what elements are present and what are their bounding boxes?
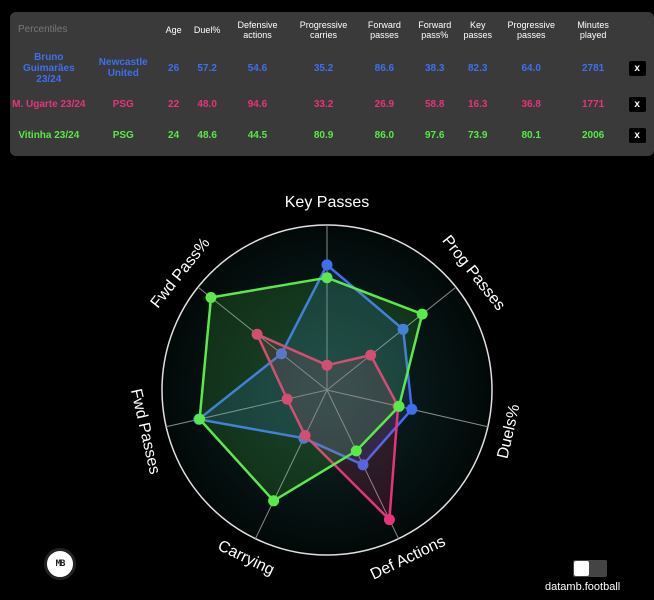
data-point xyxy=(321,259,333,271)
prog-carries-cell: 33.2 xyxy=(313,98,334,110)
player-name: Bruno Guimarães 23/24 xyxy=(22,51,75,85)
fwd-passes-cell: 86.6 xyxy=(374,62,395,74)
axis-label: Fwd Passes xyxy=(127,387,163,476)
radar-spoke xyxy=(254,389,328,539)
duel-pct-cell: 48.6 xyxy=(197,129,217,141)
data-point xyxy=(406,403,418,415)
prog-passes-cell: 80.1 xyxy=(521,129,541,141)
key-passes-cell: 16.3 xyxy=(467,98,488,110)
fwd-pass-pct-cell: 38.3 xyxy=(424,62,445,74)
table-row: Bruno Guimarães 23/24 Newcastle United 2… xyxy=(10,48,654,88)
data-point xyxy=(397,323,409,335)
team-name: PSG xyxy=(112,98,134,110)
remove-player-button[interactable]: x xyxy=(628,127,646,143)
fwd-pass-pct-cell: 58.8 xyxy=(424,98,445,110)
data-point xyxy=(393,400,405,412)
prog-passes-cell: 64.0 xyxy=(521,62,541,74)
toggle-knob xyxy=(574,561,589,576)
age-cell: 22 xyxy=(168,98,180,110)
table-row: M. Ugarte 23/24 PSG 22 48.0 94.6 33.2 26… xyxy=(10,88,654,120)
header-percentiles: Percentiles xyxy=(18,24,68,35)
data-point xyxy=(276,348,287,360)
data-point xyxy=(357,459,369,471)
fwd-passes-cell: 26.9 xyxy=(374,98,395,110)
radar-series xyxy=(193,259,428,526)
minutes-cell: 1771 xyxy=(581,98,605,110)
comparison-panel: Percentiles Age Duel% Defensive actions … xyxy=(10,12,654,156)
header-progressive-passes: Progressive passes xyxy=(507,20,555,40)
header-minutes-played: Minutes played xyxy=(577,20,609,40)
series-polygon xyxy=(255,333,400,521)
axis-label: Duels% xyxy=(495,403,524,461)
header-progressive-carries: Progressive carries xyxy=(299,20,348,40)
key-passes-cell: 73.9 xyxy=(467,129,488,141)
team-name: PSG xyxy=(112,129,134,141)
def-actions-cell: 94.6 xyxy=(247,98,268,110)
table-row: Vitinha 23/24 PSG 24 48.6 44.5 80.9 86.0… xyxy=(10,120,654,150)
data-point xyxy=(416,308,428,320)
data-point xyxy=(299,430,311,441)
player-name: Vitinha 23/24 xyxy=(18,129,80,141)
header-defensive-actions: Defensive actions xyxy=(237,20,278,40)
duel-pct-cell: 48.0 xyxy=(197,98,217,110)
player-name: M. Ugarte 23/24 xyxy=(12,98,86,110)
table-header-row: Percentiles Age Duel% Defensive actions … xyxy=(10,12,654,48)
prog-carries-cell: 35.2 xyxy=(313,62,334,74)
percentile-table: Percentiles Age Duel% Defensive actions … xyxy=(10,12,654,150)
mb-logo: MB xyxy=(44,548,76,580)
team-name: Newcastle United xyxy=(98,57,148,79)
header-forward-passes: Forward passes xyxy=(367,20,401,40)
data-point xyxy=(350,445,362,457)
credit-text: datamb.football xyxy=(545,581,621,593)
remove-player-button[interactable]: x xyxy=(628,96,646,112)
header-age: Age xyxy=(165,25,182,35)
age-cell: 24 xyxy=(168,129,180,141)
remove-player-button[interactable]: x xyxy=(628,60,646,76)
data-point xyxy=(281,393,293,405)
series-polygon xyxy=(197,263,414,467)
theme-toggle[interactable] xyxy=(573,560,607,577)
data-point xyxy=(321,359,333,371)
data-point xyxy=(365,349,377,361)
data-point xyxy=(321,272,333,284)
radar-spoke xyxy=(326,286,457,391)
fwd-passes-cell: 86.0 xyxy=(374,129,395,141)
axis-label: Key Passes xyxy=(285,194,369,211)
prog-passes-cell: 36.8 xyxy=(521,98,541,110)
age-cell: 26 xyxy=(168,62,180,74)
def-actions-cell: 44.5 xyxy=(247,129,268,141)
key-passes-cell: 82.3 xyxy=(467,62,488,74)
data-point xyxy=(268,495,280,507)
prog-carries-cell: 80.9 xyxy=(313,129,334,141)
radar-spoke xyxy=(197,286,328,391)
minutes-cell: 2781 xyxy=(581,62,605,74)
minutes-cell: 2006 xyxy=(581,129,605,141)
data-point xyxy=(383,514,395,526)
header-forward-pass-pct: Forward pass% xyxy=(418,20,452,40)
header-duel-pct: Duel% xyxy=(193,25,221,35)
data-point xyxy=(251,328,263,340)
header-key-passes: Key passes xyxy=(463,20,492,40)
series-polygon xyxy=(198,276,424,503)
radar-spoke xyxy=(166,389,328,428)
def-actions-cell: 54.6 xyxy=(247,62,268,74)
data-point xyxy=(194,413,206,425)
duel-pct-cell: 57.2 xyxy=(197,62,217,74)
fwd-pass-pct-cell: 97.6 xyxy=(424,129,445,141)
data-point xyxy=(205,292,217,303)
